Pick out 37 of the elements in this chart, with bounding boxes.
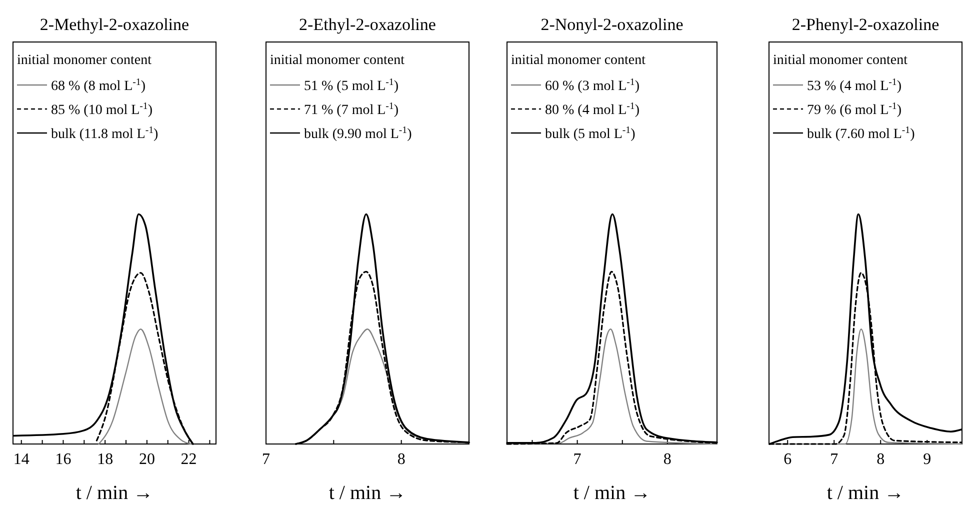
x-tick-label: 7	[573, 451, 582, 468]
x-axis-title: t / min →	[328, 482, 406, 504]
x-tick-label: 8	[663, 451, 672, 468]
x-tick-label: 14	[13, 451, 30, 468]
chart-title: 2-Nonyl-2-oxazoline	[540, 15, 684, 34]
x-axis-title: t / min →	[76, 482, 154, 504]
legend-label: 80 % (4 mol L$^{-1}$)	[545, 100, 640, 118]
x-tick-label: 20	[138, 451, 155, 468]
x-tick-label: 9	[923, 451, 932, 468]
x-tick-label: 18	[97, 451, 114, 468]
chart-title: 2-Ethyl-2-oxazoline	[299, 15, 436, 34]
legend-title: initial monomer content	[270, 53, 405, 68]
legend-label: bulk (7.60 mol L$^{-1}$)	[807, 124, 916, 142]
chart-title: 2-Methyl-2-oxazoline	[40, 15, 190, 34]
x-tick-label: 7	[262, 451, 270, 468]
chart-title: 2-Phenyl-2-oxazoline	[792, 15, 940, 34]
x-tick-label: 8	[397, 451, 406, 468]
x-tick-label: 7	[830, 451, 838, 468]
legend-label: bulk (9.90 mol L$^{-1}$)	[304, 124, 412, 142]
legend-label: 51 % (5 mol L$^{-1}$)	[304, 76, 399, 94]
legend-title: initial monomer content	[773, 53, 908, 68]
legend-title: initial monomer content	[511, 53, 646, 68]
legend-label: bulk (5 mol L$^{-1}$)	[545, 124, 636, 142]
x-axis-title: t / min →	[826, 482, 904, 504]
x-tick-label: 8	[876, 451, 885, 468]
legend-label: 60 % (3 mol L$^{-1}$)	[545, 76, 640, 94]
x-tick-label: 16	[55, 451, 72, 468]
x-axis-title: t / min →	[573, 482, 651, 504]
legend-label: 53 % (4 mol L$^{-1}$)	[807, 76, 902, 94]
legend-label: 71 % (7 mol L$^{-1}$)	[304, 100, 399, 118]
x-tick-label: 22	[180, 451, 197, 468]
legend-label: 85 % (10 mol L$^{-1}$)	[51, 100, 153, 118]
legend-label: bulk (11.8 mol L$^{-1}$)	[51, 124, 159, 142]
legend-label: 68 % (8 mol L$^{-1}$)	[51, 76, 146, 94]
legend-label: 79 % (6 mol L$^{-1}$)	[807, 100, 902, 118]
legend-title: initial monomer content	[17, 53, 152, 68]
x-tick-label: 6	[784, 451, 792, 468]
